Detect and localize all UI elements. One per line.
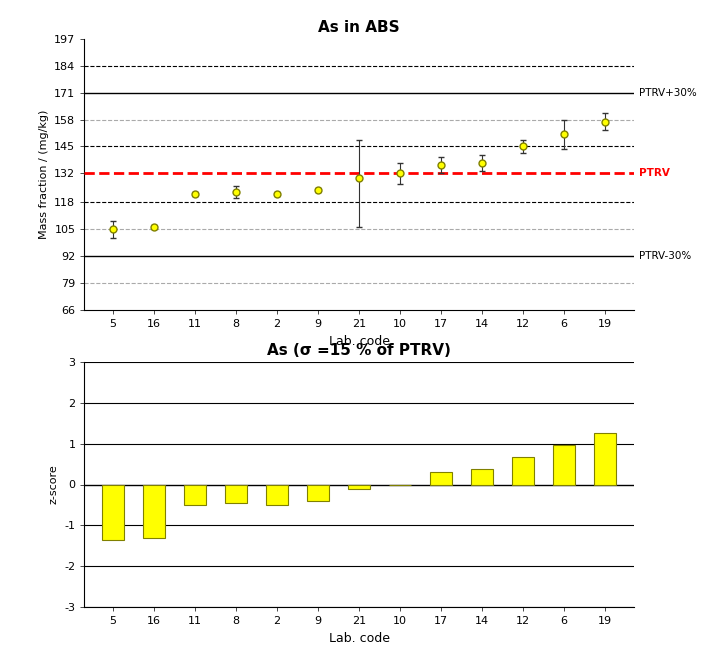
X-axis label: Lab. code: Lab. code [329, 335, 389, 348]
Bar [593, 433, 616, 484]
Bar [471, 469, 494, 484]
Y-axis label: z-score: z-score [49, 464, 58, 505]
Text: PTRV: PTRV [639, 169, 670, 178]
X-axis label: Lab. code: Lab. code [329, 632, 389, 645]
Bar [429, 472, 452, 484]
Text: PTRV-30%: PTRV-30% [639, 251, 691, 261]
Y-axis label: Mass fraction / (mg/kg): Mass fraction / (mg/kg) [39, 110, 49, 239]
Bar [225, 484, 247, 503]
Bar [143, 484, 165, 537]
Text: PTRV+30%: PTRV+30% [639, 88, 697, 98]
Bar [512, 457, 534, 484]
Bar [307, 484, 329, 501]
Title: As (σ =15 % of PTRV): As (σ =15 % of PTRV) [267, 343, 451, 358]
Bar [102, 484, 125, 540]
Bar [348, 484, 370, 488]
Bar [184, 484, 206, 505]
Title: As in ABS: As in ABS [318, 20, 400, 35]
Bar [266, 484, 289, 505]
Bar [553, 445, 575, 484]
